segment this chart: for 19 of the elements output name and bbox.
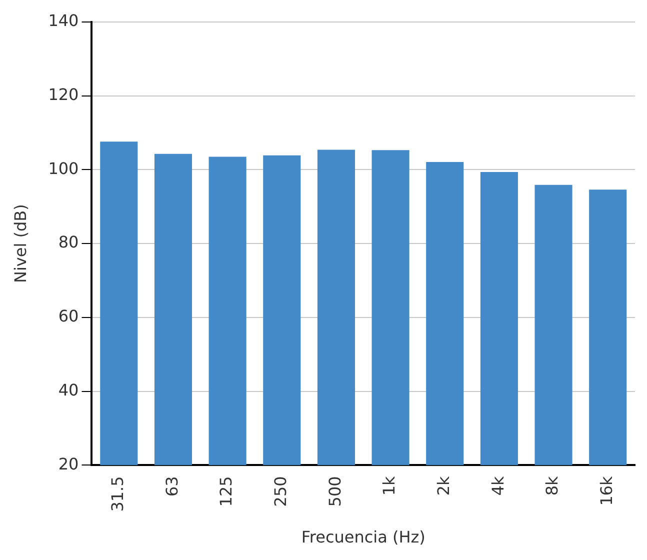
y-tick-label: 60	[58, 306, 79, 326]
x-tick-label: 4k	[488, 475, 508, 496]
x-tick-label: 31.5	[108, 476, 128, 512]
x-tick-label: 250	[271, 476, 290, 507]
x-tick-label: 63	[162, 476, 182, 497]
x-tick-label: 16k	[596, 475, 616, 506]
y-tick-label: 20	[58, 454, 79, 474]
y-tick-label: 120	[48, 85, 79, 104]
y-tick-label: 80	[58, 232, 79, 252]
x-tick-label: 2k	[434, 475, 454, 496]
x-tick-label: 500	[325, 476, 344, 507]
x-axis-title: Frecuencia (Hz)	[301, 528, 426, 547]
y-tick-label: 100	[48, 158, 79, 178]
y-tick-label: 40	[58, 380, 79, 400]
y-tick-label: 140	[48, 11, 79, 30]
y-axis-title: Nivel (dB)	[10, 204, 30, 284]
x-tick-label: 8k	[542, 475, 562, 496]
x-tick-label: 1k	[380, 475, 399, 496]
x-tick-label: 125	[216, 476, 236, 507]
